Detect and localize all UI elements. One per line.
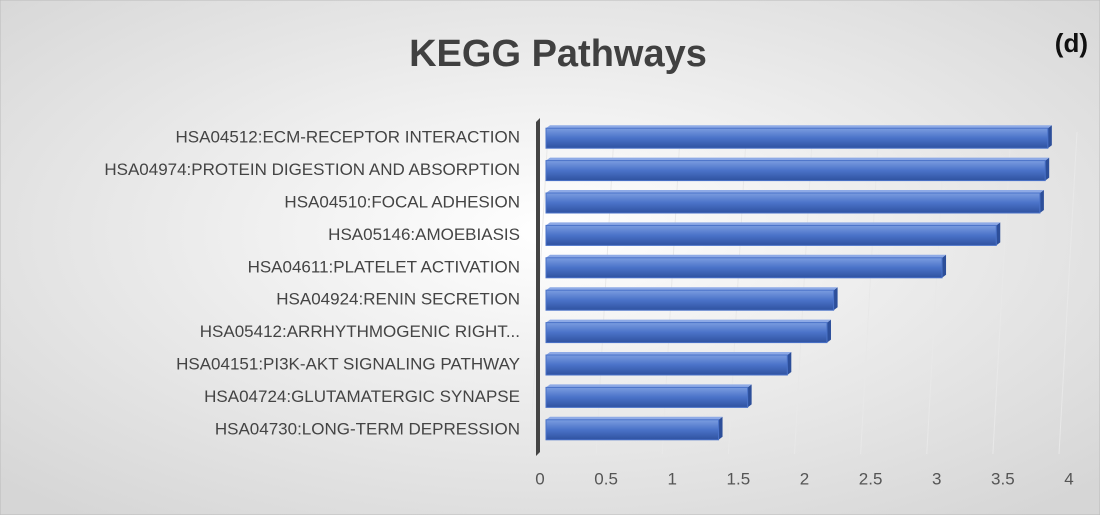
axis-line [536,118,540,456]
bar-top [546,222,1001,226]
bar [545,419,720,441]
bar-side [747,384,752,408]
bar-side [787,352,792,375]
y-tick-label: HSA04924:RENIN SECRETION [276,290,520,309]
y-tick-label: HSA04611:PLATELET ACTIVATION [248,257,520,276]
y-tick-label: HSA04151:PI3K-AKT SIGNALING PATHWAY [176,354,520,373]
bar-top [546,319,831,323]
y-tick-label: HSA04730:LONG-TERM DEPRESSION [215,419,520,438]
x-tick-label: 2 [800,469,809,488]
bar [545,160,1046,182]
bar-top [546,125,1052,129]
bar-top [546,157,1050,161]
bar [545,354,788,376]
annotation: (d) [1055,28,1088,58]
bar [545,224,997,246]
grid-line [992,131,1012,455]
x-tick-label: 0.5 [594,469,618,488]
grid-line [926,131,946,455]
x-tick-label: 4 [1064,469,1073,488]
x-tick-label: 0 [535,469,544,488]
grid-line [1058,131,1078,455]
bar-side [942,254,947,278]
bar-top [546,384,752,388]
y-tick-label: HSA04974:PROTEIN DIGESTION AND ABSORPTIO… [104,160,520,179]
bar [545,192,1041,214]
bar [545,289,835,311]
x-tick-label: 3 [932,469,941,488]
bar-side [826,319,831,343]
bar [545,257,943,279]
y-tick-label: HSA05412:ARRHYTHMOGENIC RIGHT... [200,322,520,341]
bar-side [718,416,723,440]
bar [545,322,828,344]
bar-side [1045,157,1050,181]
bar-side [996,222,1001,246]
bar-top [546,190,1044,193]
bar-side [833,287,838,311]
bar [545,127,1049,149]
bar-top [546,254,947,258]
y-tick-label: HSA05146:AMOEBIASIS [328,225,520,244]
x-tick-label: 2.5 [859,469,883,488]
bar-side [1047,125,1052,149]
grid-line [860,131,880,455]
bar [545,386,749,408]
bar-top [546,352,792,355]
chart-title: KEGG Pathways [409,33,707,75]
x-tick-label: 1 [668,469,677,488]
y-tick-label: HSA04510:FOCAL ADHESION [284,192,520,211]
bar-side [1039,190,1044,213]
bar-top [546,416,723,420]
y-tick-label: HSA04512:ECM-RECEPTOR INTERACTION [176,128,520,147]
bar-top [546,287,838,291]
x-tick-label: 1.5 [727,469,751,488]
x-tick-label: 3.5 [991,469,1015,488]
y-tick-label: HSA04724:GLUTAMATERGIC SYNAPSE [204,387,520,406]
